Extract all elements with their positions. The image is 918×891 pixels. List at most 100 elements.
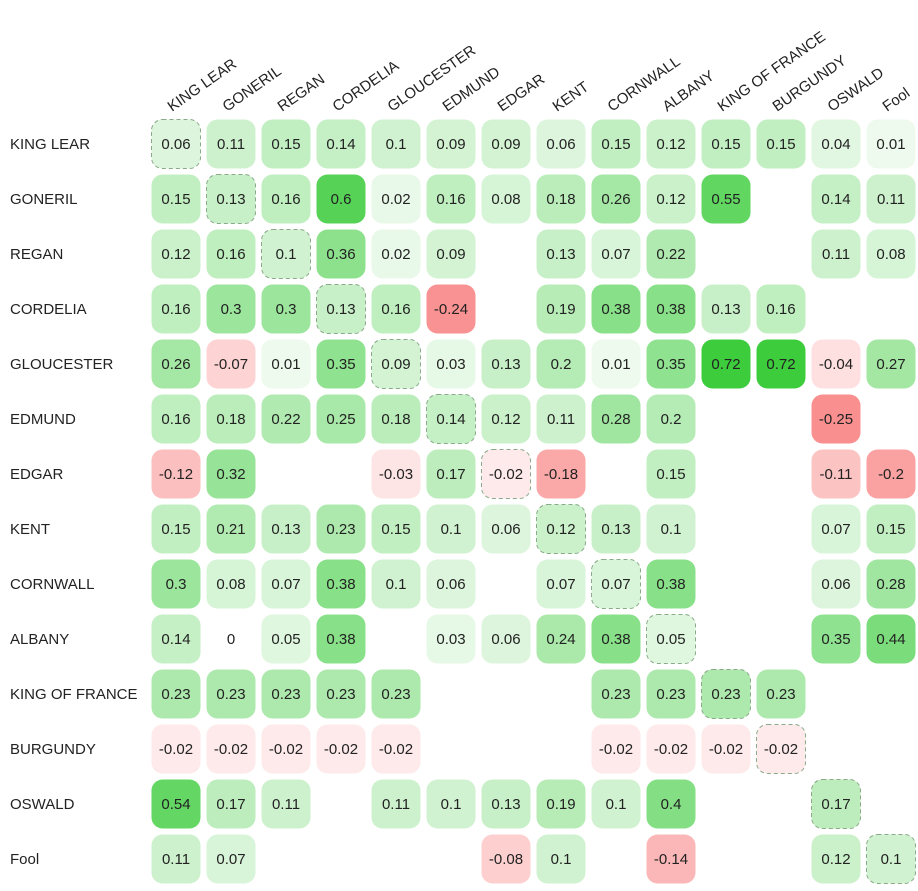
heatmap-cell: 0.12 xyxy=(811,834,861,884)
heatmap-cell-bg xyxy=(536,394,586,444)
heatmap-cell-value: 0.13 xyxy=(216,191,245,208)
heatmap-cell-value: 0.6 xyxy=(331,191,352,208)
heatmap-cell-bg xyxy=(811,504,861,554)
heatmap-cell: 0.14 xyxy=(316,119,366,169)
heatmap-cell-bg xyxy=(426,394,476,444)
heatmap-cell-value: 0.72 xyxy=(711,356,740,373)
heatmap-cell: 0.13 xyxy=(206,174,256,224)
heatmap-cell: 0.26 xyxy=(151,339,201,389)
heatmap-cell-bg xyxy=(261,614,311,664)
heatmap-cell-value: 0.19 xyxy=(546,796,575,813)
heatmap-cell-bg xyxy=(371,724,421,774)
heatmap-cell-bg xyxy=(371,779,421,829)
heatmap-cell-bg xyxy=(536,834,586,884)
heatmap-cell-bg xyxy=(151,229,201,279)
heatmap-cell-bg xyxy=(316,669,366,719)
heatmap-cell: 0.23 xyxy=(151,669,201,719)
heatmap-cell-bg xyxy=(261,669,311,719)
heatmap-cell-bg xyxy=(811,779,861,829)
heatmap-cell-bg xyxy=(811,394,861,444)
heatmap-cell: -0.02 xyxy=(701,724,751,774)
heatmap-cell: 0 xyxy=(227,631,235,648)
heatmap-cell-value: 0.38 xyxy=(326,576,355,593)
heatmap-cell-value: 0.01 xyxy=(876,136,905,153)
heatmap-cell: 0.35 xyxy=(811,614,861,664)
heatmap-cell-bg xyxy=(646,119,696,169)
heatmap-cell-bg xyxy=(866,119,916,169)
heatmap-cell-bg xyxy=(811,339,861,389)
heatmap-cell-value: 0.26 xyxy=(601,191,630,208)
heatmap-cell: 0.1 xyxy=(371,119,421,169)
heatmap-cell-value: 0.3 xyxy=(276,301,297,318)
heatmap-cell-bg xyxy=(481,339,531,389)
heatmap-cell-bg xyxy=(481,779,531,829)
heatmap-cell-value: 0.09 xyxy=(381,356,410,373)
heatmap-cell: 0.17 xyxy=(206,779,256,829)
heatmap-cell-value: 0.1 xyxy=(386,136,407,153)
heatmap-cell: 0.09 xyxy=(426,119,476,169)
heatmap-cell-value: 0.13 xyxy=(271,521,300,538)
heatmap-cell-value: 0.23 xyxy=(161,686,190,703)
heatmap-cell-value: -0.02 xyxy=(379,741,413,758)
heatmap-cell-bg xyxy=(261,174,311,224)
heatmap-cell-value: 0.26 xyxy=(161,356,190,373)
heatmap-cell-bg xyxy=(151,284,201,334)
heatmap-cell: 0.28 xyxy=(591,394,641,444)
heatmap-cell: 0.36 xyxy=(316,229,366,279)
heatmap-cell-bg xyxy=(371,229,421,279)
heatmap-cell: 0.14 xyxy=(426,394,476,444)
heatmap-cell-bg xyxy=(646,229,696,279)
heatmap-cell-bg xyxy=(206,449,256,499)
heatmap-cell-bg xyxy=(206,559,256,609)
heatmap-cell: 0.12 xyxy=(151,229,201,279)
heatmap-cell-value: 0.11 xyxy=(822,246,850,263)
heatmap-cell: 0.1 xyxy=(426,779,476,829)
heatmap-cell-value: 0.54 xyxy=(161,796,190,813)
heatmap-cell-bg xyxy=(426,614,476,664)
heatmap-cell: 0.06 xyxy=(151,119,201,169)
heatmap-cell-value: 0.09 xyxy=(436,136,465,153)
heatmap-cell: 0.13 xyxy=(261,504,311,554)
heatmap-cell-bg xyxy=(261,119,311,169)
heatmap-cell-bg xyxy=(151,504,201,554)
heatmap-cell-value: 0.12 xyxy=(546,521,575,538)
heatmap-cell: 0.28 xyxy=(866,559,916,609)
heatmap-cell: 0.13 xyxy=(536,229,586,279)
heatmap-cell-bg xyxy=(646,779,696,829)
heatmap-cell: -0.2 xyxy=(866,449,916,499)
heatmap-cell-value: -0.2 xyxy=(878,466,904,483)
heatmap-cell-bg xyxy=(371,504,421,554)
heatmap-cell-bg xyxy=(756,669,806,719)
heatmap-cell-bg xyxy=(316,229,366,279)
heatmap-cell-bg xyxy=(316,724,366,774)
heatmap-cell-value: 0.07 xyxy=(271,576,300,593)
heatmap-cell-bg xyxy=(481,504,531,554)
heatmap-cell: 0.14 xyxy=(151,614,201,664)
heatmap-cell-value: 0.17 xyxy=(821,796,850,813)
heatmap-cell-bg xyxy=(591,504,641,554)
heatmap-cell: 0.17 xyxy=(426,449,476,499)
heatmap-cell-bg xyxy=(261,229,311,279)
heatmap-cell-bg xyxy=(316,119,366,169)
heatmap-cell: 0.22 xyxy=(261,394,311,444)
heatmap-cell-value: 0.18 xyxy=(216,411,245,428)
heatmap-cell-value: 0.22 xyxy=(656,246,685,263)
heatmap-cell-bg xyxy=(261,559,311,609)
heatmap-cell-bg xyxy=(646,669,696,719)
heatmap-cell-value: 0.28 xyxy=(601,411,630,428)
heatmap-cell-value: 0.1 xyxy=(386,576,407,593)
heatmap-cell-value: 0.06 xyxy=(546,136,575,153)
heatmap-cell: -0.02 xyxy=(371,724,421,774)
heatmap-cell-value: 0.11 xyxy=(547,411,575,428)
heatmap-cell-bg xyxy=(206,724,256,774)
heatmap-cell-value: 0.07 xyxy=(216,851,245,868)
heatmap-cell: 0.16 xyxy=(756,284,806,334)
heatmap-cell: 0.05 xyxy=(261,614,311,664)
heatmap-cell: 0.11 xyxy=(811,229,861,279)
heatmap-cell-bg xyxy=(811,559,861,609)
row-label-edgar: EDGAR xyxy=(10,466,64,483)
heatmap-cell-value: -0.02 xyxy=(709,741,743,758)
heatmap-cell-value: 0.15 xyxy=(601,136,630,153)
heatmap-cell-value: -0.24 xyxy=(434,301,468,318)
